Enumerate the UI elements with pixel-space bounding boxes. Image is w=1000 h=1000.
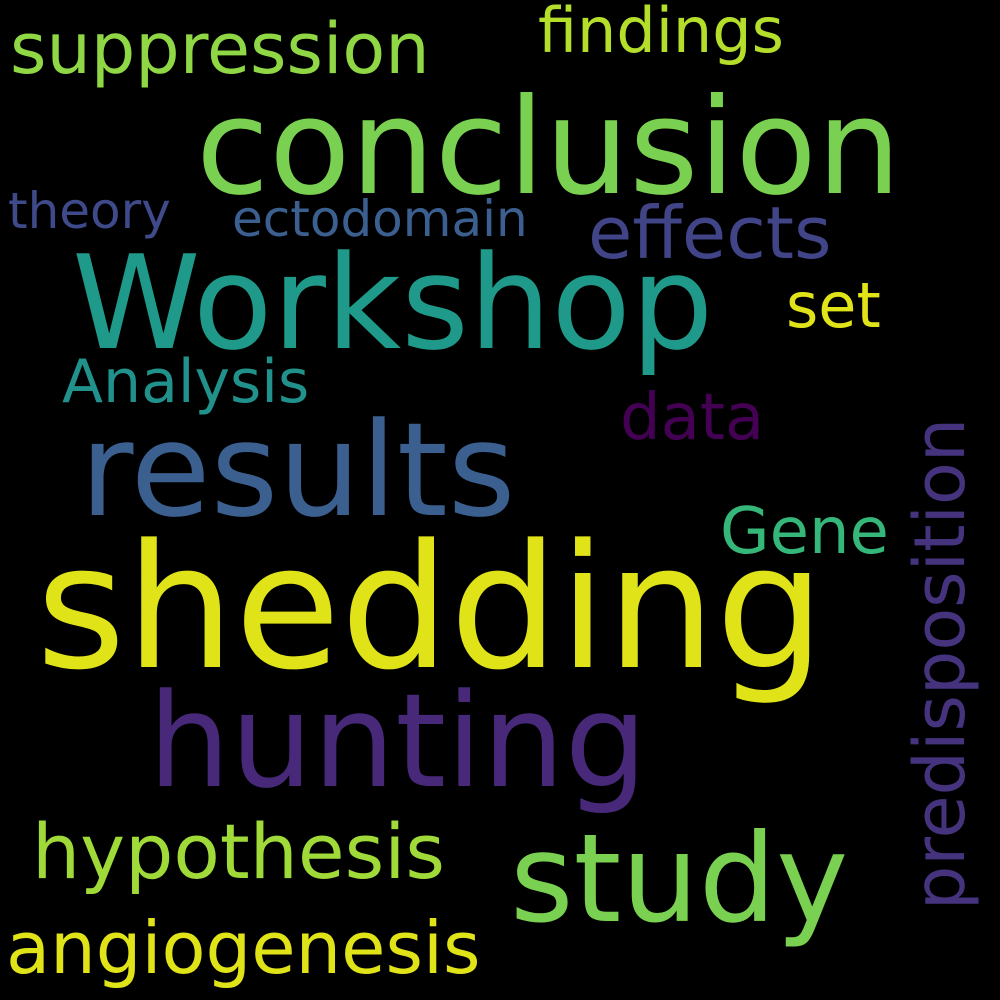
word-results: results <box>80 394 516 546</box>
word-gene: Gene <box>720 495 889 569</box>
word-shedding: shedding <box>36 507 825 708</box>
word-hunting: hunting <box>148 665 648 817</box>
word-findings: findings <box>538 0 784 67</box>
word-predisposition: predisposition <box>899 417 981 911</box>
word-hypothesis: hypothesis <box>32 807 445 896</box>
word-effects: effects <box>588 191 832 275</box>
word-angiogenesis: angiogenesis <box>6 906 481 990</box>
word-analysis: Analysis <box>62 347 310 417</box>
word-data: data <box>620 381 765 455</box>
word-ectodomain: ectodomain <box>232 190 528 248</box>
word-workshop: Workshop <box>72 227 714 379</box>
word-suppression: suppression <box>10 8 430 90</box>
word-conclusion: conclusion <box>196 71 902 225</box>
word-theory: theory <box>8 182 171 240</box>
word-set: set <box>786 269 881 342</box>
word-study: study <box>510 808 849 950</box>
